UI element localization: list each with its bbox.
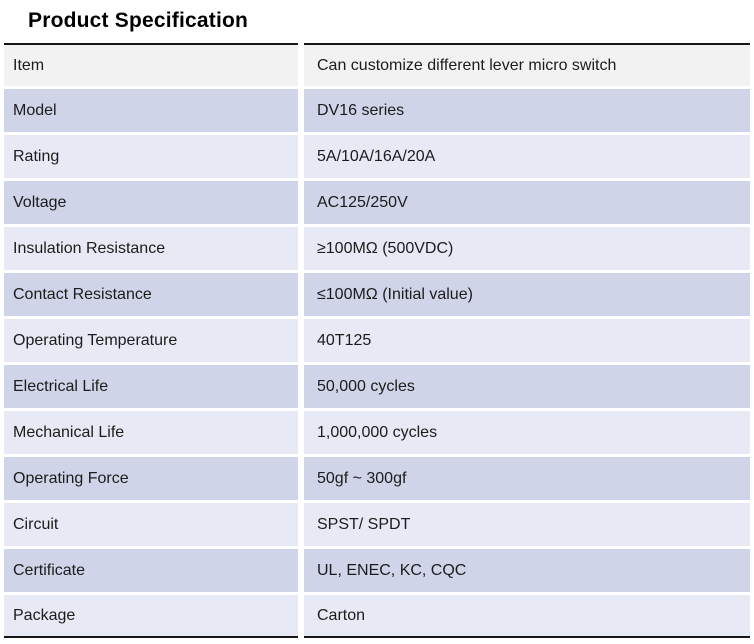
- spec-value: UL, ENEC, KC, CQC: [304, 549, 750, 592]
- table-row-certificate: Certificate UL, ENEC, KC, CQC: [4, 549, 750, 592]
- spec-value: AC125/250V: [304, 181, 750, 224]
- spec-value: ≤100MΩ (Initial value): [304, 273, 750, 316]
- table-row-operating-temperature: Operating Temperature 40T125: [4, 319, 750, 362]
- table-row-contact-resistance: Contact Resistance ≤100MΩ (Initial value…: [4, 273, 750, 316]
- table-row-mechanical-life: Mechanical Life 1,000,000 cycles: [4, 411, 750, 454]
- table-row-model: Model DV16 series: [4, 89, 750, 132]
- spec-label: Electrical Life: [4, 365, 298, 408]
- table-row-electrical-life: Electrical Life 50,000 cycles: [4, 365, 750, 408]
- table-row-voltage: Voltage AC125/250V: [4, 181, 750, 224]
- spec-label: Model: [4, 89, 298, 132]
- spec-value: 50gf ~ 300gf: [304, 457, 750, 500]
- table-row-insulation-resistance: Insulation Resistance ≥100MΩ (500VDC): [4, 227, 750, 270]
- spec-label: Item: [4, 43, 298, 86]
- spec-label: Mechanical Life: [4, 411, 298, 454]
- spec-value: 40T125: [304, 319, 750, 362]
- spec-label: Certificate: [4, 549, 298, 592]
- spec-table: Item Can customize different lever micro…: [4, 43, 750, 638]
- table-row-circuit: Circuit SPST/ SPDT: [4, 503, 750, 546]
- spec-value: 1,000,000 cycles: [304, 411, 750, 454]
- spec-value: DV16 series: [304, 89, 750, 132]
- page-title: Product Specification: [28, 9, 249, 32]
- spec-label: Rating: [4, 135, 298, 178]
- spec-value: SPST/ SPDT: [304, 503, 750, 546]
- spec-label: Package: [4, 595, 298, 638]
- spec-value: ≥100MΩ (500VDC): [304, 227, 750, 270]
- spec-value: Carton: [304, 595, 750, 638]
- spec-value: 50,000 cycles: [304, 365, 750, 408]
- spec-label: Insulation Resistance: [4, 227, 298, 270]
- spec-value: Can customize different lever micro swit…: [304, 43, 750, 86]
- spec-label: Contact Resistance: [4, 273, 298, 316]
- table-row-operating-force: Operating Force 50gf ~ 300gf: [4, 457, 750, 500]
- spec-label: Voltage: [4, 181, 298, 224]
- spec-label: Operating Force: [4, 457, 298, 500]
- spec-label: Operating Temperature: [4, 319, 298, 362]
- spec-value: 5A/10A/16A/20A: [304, 135, 750, 178]
- table-row-rating: Rating 5A/10A/16A/20A: [4, 135, 750, 178]
- table-row-package: Package Carton: [4, 595, 750, 638]
- table-row-item: Item Can customize different lever micro…: [4, 43, 750, 86]
- spec-label: Circuit: [4, 503, 298, 546]
